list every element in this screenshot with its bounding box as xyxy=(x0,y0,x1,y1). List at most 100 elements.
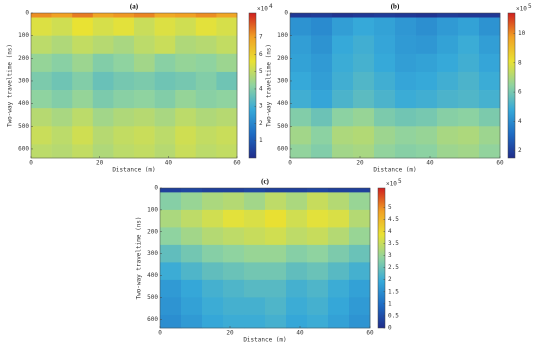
heat-cell xyxy=(195,144,217,159)
heat-cell xyxy=(195,126,217,145)
heat-cell xyxy=(181,244,203,263)
heat-cell xyxy=(332,108,354,127)
x-tick-label: 0 xyxy=(288,160,292,167)
heat-cell xyxy=(154,90,176,109)
x-tick-label: 60 xyxy=(233,160,241,167)
heat-cell xyxy=(160,227,182,246)
colorbar-tick-label: 4 xyxy=(388,228,392,235)
heat-cell xyxy=(72,90,94,109)
colorbar-tick-label: 3 xyxy=(388,252,392,259)
heat-cell xyxy=(195,71,217,91)
heat-cell xyxy=(416,144,438,159)
heat-cell xyxy=(175,108,197,127)
heat-cell xyxy=(458,108,480,127)
heat-cell xyxy=(181,209,203,228)
heat-cell xyxy=(175,13,197,18)
colorbar-tick-label: 4.5 xyxy=(388,216,399,223)
heat-cell xyxy=(374,17,396,36)
colorbar-tick-label: 10 xyxy=(518,30,526,37)
heat-cell xyxy=(374,71,396,91)
heat-cell xyxy=(72,53,94,73)
x-tick-label: 60 xyxy=(496,160,504,167)
x-tick-label: 40 xyxy=(296,330,304,337)
heat-cell xyxy=(353,108,375,127)
heat-cell xyxy=(353,71,375,91)
heat-cell xyxy=(181,297,203,316)
heat-cell xyxy=(195,13,217,18)
x-tick-label: 0 xyxy=(29,160,33,167)
heat-cell xyxy=(154,35,176,55)
heat-cell xyxy=(216,35,238,55)
heat-cell xyxy=(437,17,459,36)
y-tick-label: 100 xyxy=(277,32,288,39)
heat-cell xyxy=(307,314,329,329)
heat-cell xyxy=(72,108,94,127)
heat-cell xyxy=(202,279,224,298)
heat-cell xyxy=(458,17,480,36)
heat-cell xyxy=(160,209,182,228)
heat-cell xyxy=(332,53,354,73)
heat-cell xyxy=(202,188,224,193)
heat-cell xyxy=(374,90,396,109)
heat-cell xyxy=(154,17,176,36)
colorbar-tick-label: 3.5 xyxy=(388,240,399,247)
y-axis-label: Two-way traveltime (ns) xyxy=(266,44,273,127)
plot-frame xyxy=(289,12,501,159)
colorbar-exponent: 5 xyxy=(528,3,532,10)
heat-cell xyxy=(353,53,375,73)
heat-cell xyxy=(202,227,224,246)
y-axis-label: Two-way traveltime (ns) xyxy=(136,216,143,299)
heat-cell xyxy=(349,192,371,211)
colorbar-tick-label: 2 xyxy=(518,147,522,154)
heat-cell xyxy=(479,126,501,145)
heat-cell xyxy=(92,144,114,159)
heat-cell xyxy=(395,17,417,36)
heat-cell xyxy=(374,35,396,55)
heat-cell xyxy=(154,144,176,159)
heat-cell xyxy=(332,90,354,109)
colorbar-tick-label: 8 xyxy=(518,59,522,66)
heat-cell xyxy=(216,144,238,159)
heat-cell xyxy=(437,126,459,145)
y-tick-label: 600 xyxy=(277,145,288,152)
panel-title: (a) xyxy=(130,3,139,11)
heat-cell xyxy=(353,144,375,159)
heat-cell xyxy=(265,314,287,329)
heat-cell xyxy=(416,126,438,145)
heat-cell xyxy=(160,192,182,211)
heat-cell xyxy=(113,144,135,159)
heat-cell xyxy=(31,13,52,18)
x-tick-label: 20 xyxy=(96,160,104,167)
heat-cell xyxy=(72,35,94,55)
heat-cell xyxy=(437,13,459,18)
heat-cell xyxy=(51,53,73,73)
heat-cell xyxy=(244,262,266,281)
heat-cell xyxy=(134,13,155,18)
heat-cell xyxy=(286,262,308,281)
heat-cell xyxy=(92,53,114,73)
heat-cell xyxy=(51,35,73,55)
heat-cell xyxy=(328,192,350,211)
heat-cell xyxy=(223,262,245,281)
colorbar-multiplier: ×10 xyxy=(257,6,268,13)
heat-cell xyxy=(416,17,438,36)
heat-cell xyxy=(202,297,224,316)
heat-cell xyxy=(175,53,197,73)
heat-cell xyxy=(31,108,52,127)
heat-cell xyxy=(286,314,308,329)
y-tick-label: 100 xyxy=(147,206,158,213)
heat-cell xyxy=(479,17,501,36)
colorbar-tick-label: 2 xyxy=(388,276,392,283)
heat-cell xyxy=(175,90,197,109)
heat-cell xyxy=(395,126,417,145)
heat-cell xyxy=(311,53,333,73)
heat-cell xyxy=(244,192,266,211)
heat-cell xyxy=(395,35,417,55)
colorbar xyxy=(507,12,516,159)
heat-cell xyxy=(458,90,480,109)
heat-cell xyxy=(175,144,197,159)
heat-cell xyxy=(31,71,52,91)
colorbar-tick-label: 0 xyxy=(388,325,392,332)
heat-cell xyxy=(244,188,266,193)
heat-cell xyxy=(332,17,354,36)
